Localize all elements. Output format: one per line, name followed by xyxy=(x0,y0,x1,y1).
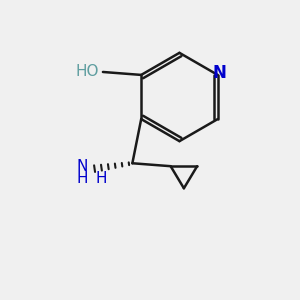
Text: N: N xyxy=(77,159,88,174)
Text: H: H xyxy=(96,171,107,186)
Text: H: H xyxy=(77,171,88,186)
Text: HO: HO xyxy=(75,64,98,80)
Text: N: N xyxy=(212,64,226,82)
